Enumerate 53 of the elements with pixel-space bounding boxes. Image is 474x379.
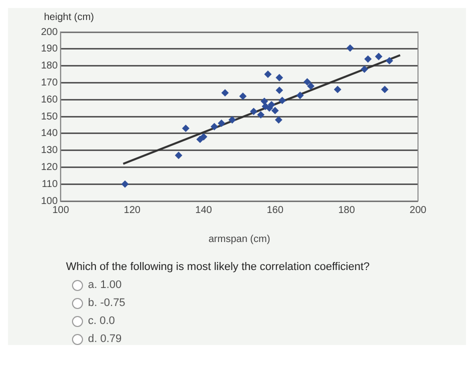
point <box>276 74 283 82</box>
x-tick-label: 160 <box>266 204 284 216</box>
x-axis-title: armspan (cm) <box>208 234 270 245</box>
y-tick-label: 140 <box>40 128 58 140</box>
point <box>386 57 393 64</box>
text: c. 0.0 <box>88 315 115 327</box>
text: a. 1.00 <box>88 279 122 291</box>
y-tick-label: 180 <box>40 60 58 72</box>
point <box>360 66 368 73</box>
point <box>268 101 275 108</box>
point <box>272 107 279 114</box>
point <box>275 116 282 124</box>
point <box>257 111 264 118</box>
point <box>260 98 268 105</box>
point <box>346 44 354 52</box>
point <box>307 82 314 90</box>
point <box>200 133 208 140</box>
point <box>228 116 236 124</box>
x-tick-label: 100 <box>52 204 70 216</box>
point <box>182 124 190 132</box>
text: Which of the following is most likely the correlation coefficient? <box>66 261 370 273</box>
y-tick-label: 150 <box>40 111 58 122</box>
y-tick-label: 190 <box>40 44 58 55</box>
point <box>264 70 272 78</box>
point <box>375 53 382 60</box>
y-tick-label: 100 <box>40 196 58 207</box>
point <box>296 92 304 99</box>
point <box>210 123 218 130</box>
point <box>218 120 225 127</box>
point <box>334 86 342 93</box>
y-tick-label: 170 <box>40 77 58 88</box>
x-tick-label: 120 <box>124 204 141 216</box>
text: d. 0.79 <box>88 333 122 345</box>
point <box>276 86 283 94</box>
text: b. -0.75 <box>88 297 126 309</box>
point <box>222 89 229 96</box>
point <box>304 78 311 86</box>
y-axis-title: height (cm) <box>43 11 96 23</box>
point <box>278 96 286 104</box>
point <box>250 108 258 115</box>
point <box>364 56 372 63</box>
point <box>122 180 128 188</box>
point <box>175 152 182 159</box>
y-tick-label: 160 <box>40 94 58 106</box>
x-tick-label: 180 <box>338 204 356 216</box>
y-tick-label: 110 <box>42 178 58 190</box>
y-tick-label: 130 <box>40 145 58 156</box>
y-tick-label: 200 <box>40 26 58 38</box>
point <box>239 92 246 100</box>
y-tick-label: 120 <box>40 162 58 173</box>
x-tick-label: 200 <box>410 204 427 216</box>
point <box>381 86 388 93</box>
x-tick-label: 140 <box>195 204 212 216</box>
